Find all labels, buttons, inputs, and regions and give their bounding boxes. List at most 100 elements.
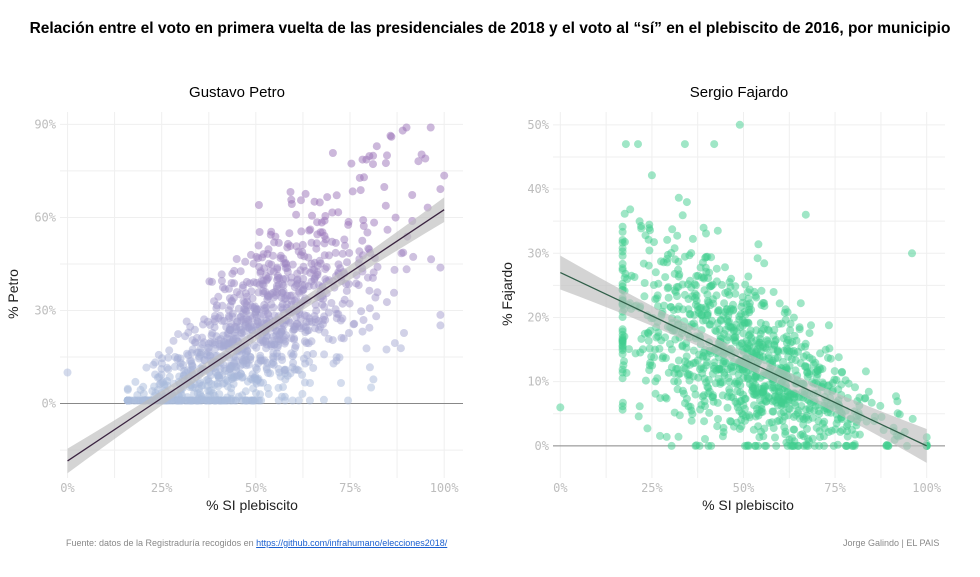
data-point <box>756 347 765 356</box>
data-point <box>281 274 290 283</box>
data-point <box>198 340 207 349</box>
data-point <box>307 259 316 268</box>
data-point <box>214 373 223 382</box>
data-point <box>264 390 273 398</box>
data-point <box>289 358 298 367</box>
data-point <box>350 319 359 328</box>
data-point <box>673 305 682 314</box>
data-point <box>686 276 694 285</box>
data-point <box>635 217 644 226</box>
x-tick-label: 100% <box>430 481 460 495</box>
data-point <box>259 378 268 387</box>
data-point <box>618 238 627 247</box>
data-point <box>723 403 732 412</box>
data-point <box>390 288 398 297</box>
data-point <box>362 344 371 353</box>
data-point <box>794 406 803 415</box>
data-point <box>264 245 273 254</box>
y-tick-label: 50% <box>527 118 549 132</box>
data-point <box>313 218 322 227</box>
data-point <box>328 149 337 157</box>
data-point <box>748 386 757 395</box>
data-point <box>781 430 790 439</box>
data-point <box>341 241 349 250</box>
data-point <box>383 225 392 234</box>
data-point <box>667 249 676 257</box>
data-point <box>368 273 377 282</box>
x-tick-label: 25% <box>151 481 173 495</box>
data-point <box>825 344 834 353</box>
data-point <box>801 339 810 348</box>
data-point <box>667 345 676 354</box>
data-point <box>641 376 650 385</box>
data-point <box>717 316 725 325</box>
data-point <box>247 250 255 259</box>
data-point <box>292 210 301 219</box>
data-point <box>713 422 722 431</box>
data-point <box>784 352 793 361</box>
data-point <box>803 424 811 433</box>
data-point <box>667 441 676 450</box>
data-point <box>252 379 261 388</box>
data-point <box>164 353 173 362</box>
data-point <box>789 441 798 450</box>
data-point <box>719 357 728 366</box>
data-point <box>801 362 810 370</box>
panel-title-petro: Gustavo Petro <box>189 84 285 101</box>
data-point <box>259 250 268 259</box>
data-point <box>703 252 712 261</box>
data-point <box>759 386 768 395</box>
data-point <box>678 211 687 220</box>
data-point <box>795 414 804 423</box>
data-point <box>803 368 812 377</box>
data-point <box>704 274 713 283</box>
data-point <box>226 325 235 334</box>
data-point <box>618 336 627 345</box>
y-axis-label: % Fajardo <box>499 262 515 326</box>
data-point <box>626 205 635 214</box>
data-point <box>332 191 341 200</box>
data-point <box>739 329 748 338</box>
data-point <box>246 353 255 362</box>
data-point <box>644 336 653 345</box>
data-point <box>556 403 565 412</box>
data-point <box>666 303 675 311</box>
source-link[interactable]: https://github.com/infrahumano/eleccione… <box>256 538 448 548</box>
data-point <box>372 312 381 321</box>
data-point <box>277 303 286 312</box>
data-point <box>790 425 799 434</box>
data-point <box>227 384 236 393</box>
data-point <box>195 354 204 363</box>
data-point <box>671 335 680 344</box>
data-point <box>408 191 417 199</box>
data-point <box>861 367 870 376</box>
data-point <box>157 359 166 368</box>
data-point <box>756 396 765 405</box>
data-point <box>618 374 627 383</box>
data-point <box>764 381 773 390</box>
data-point <box>784 396 793 405</box>
data-point <box>646 226 654 235</box>
data-point <box>796 299 805 308</box>
data-point <box>764 354 773 363</box>
data-point <box>685 370 694 379</box>
data-point <box>662 432 671 441</box>
data-point <box>320 251 329 260</box>
trend-line <box>560 271 927 447</box>
data-point <box>813 370 822 379</box>
data-point <box>280 365 289 374</box>
data-point <box>142 363 151 372</box>
data-point <box>656 431 664 440</box>
data-point <box>681 357 690 366</box>
data-point <box>267 227 276 236</box>
data-point <box>224 306 233 315</box>
data-point <box>789 313 798 322</box>
data-point <box>851 383 859 392</box>
data-point <box>795 323 804 332</box>
data-point <box>618 247 627 256</box>
data-point <box>802 411 811 420</box>
data-point <box>704 441 713 450</box>
data-point <box>735 120 744 129</box>
data-point <box>337 379 345 387</box>
data-point <box>205 387 214 395</box>
